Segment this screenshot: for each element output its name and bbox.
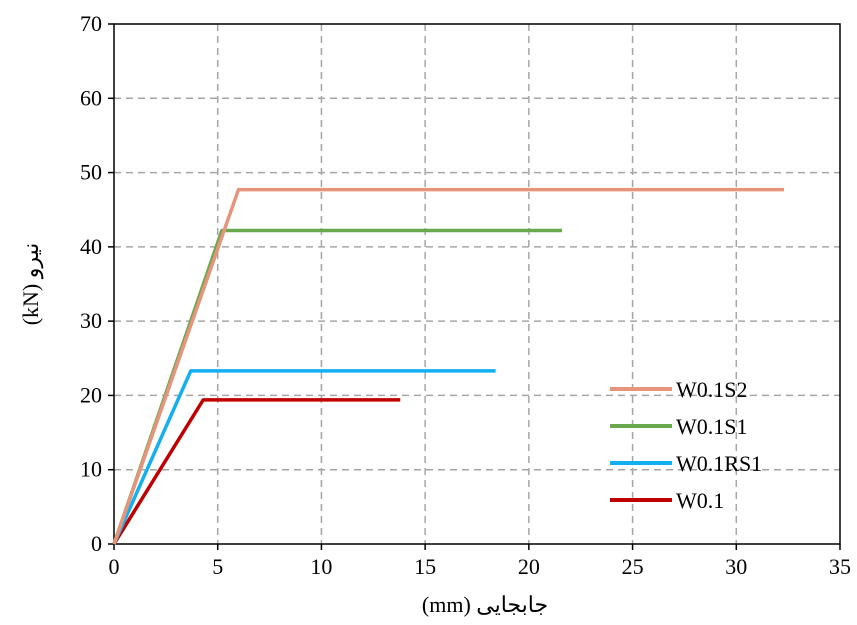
legend-label: W0.1S1 bbox=[676, 414, 748, 439]
series-line-w0-1s1 bbox=[112, 228, 563, 545]
legend-label: W0.1RS1 bbox=[676, 451, 762, 476]
y-tick-label: 30 bbox=[80, 308, 102, 333]
legend-label: W0.1S2 bbox=[676, 377, 748, 402]
axis-titles: جابجایی (mm) (kN) نیرو bbox=[18, 243, 548, 617]
x-axis-title: جابجایی (mm) bbox=[422, 592, 548, 617]
y-tick-label: 50 bbox=[80, 160, 102, 185]
series-line-w0-1 bbox=[112, 398, 401, 545]
y-tick-label: 10 bbox=[80, 457, 102, 482]
series-line-w0-1s2 bbox=[112, 187, 784, 545]
x-tick-label: 30 bbox=[725, 554, 747, 579]
legend: W0.1S2 W0.1S1 W0.1RS1 W0.1 bbox=[610, 377, 762, 513]
y-tick-label: 60 bbox=[80, 85, 102, 110]
y-tick-label: 40 bbox=[80, 234, 102, 259]
x-tick-label: 20 bbox=[518, 554, 540, 579]
legend-label: W0.1 bbox=[676, 488, 724, 513]
x-tick-label: 35 bbox=[829, 554, 851, 579]
y-tick-label: 20 bbox=[80, 382, 102, 407]
plot-area-frame bbox=[113, 23, 841, 545]
axis-ticks: 0 5 10 15 20 25 30 35 0 10 20 30 40 50 60 70 bbox=[80, 11, 851, 579]
x-tick-label: 15 bbox=[414, 554, 436, 579]
grid-lines bbox=[114, 24, 840, 544]
x-tick-label: 0 bbox=[109, 554, 120, 579]
y-tick-label: 0 bbox=[91, 531, 102, 556]
x-tick-label: 10 bbox=[310, 554, 332, 579]
y-tick-label: 70 bbox=[80, 11, 102, 36]
y-axis-title: (kN) نیرو bbox=[18, 243, 44, 326]
series-lines bbox=[112, 187, 784, 545]
x-tick-label: 5 bbox=[212, 554, 223, 579]
series-line-w0-1rs1 bbox=[112, 369, 496, 545]
x-tick-label: 25 bbox=[622, 554, 644, 579]
